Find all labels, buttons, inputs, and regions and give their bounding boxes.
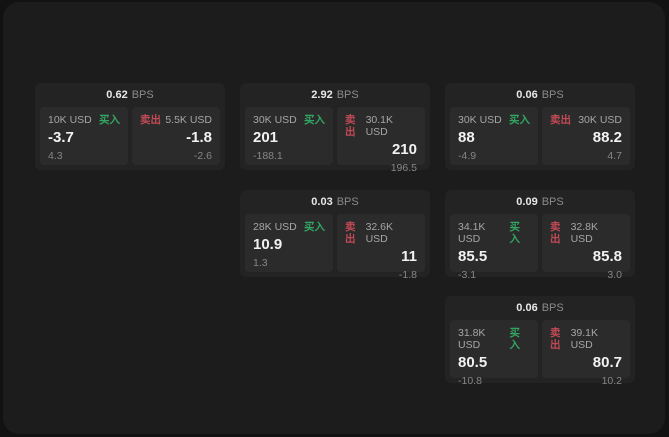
bps-unit-label: BPS xyxy=(541,302,564,314)
quote-card[interactable]: 0.06 BPS 31.8K USD 买入 80.5 -10.8 卖出 39.1… xyxy=(445,296,635,387)
bps-unit-label: BPS xyxy=(541,196,564,208)
sell-sub-value: 10.2 xyxy=(601,375,622,387)
buy-panel[interactable]: 10K USD 买入 -3.7 4.3 xyxy=(40,107,128,165)
sell-size-label: 30K USD xyxy=(578,114,622,126)
buy-sub-value: -4.9 xyxy=(458,150,477,162)
sell-sub-value: 3.0 xyxy=(607,269,622,281)
quote-card[interactable]: 0.09 BPS 34.1K USD 买入 85.5 -3.1 卖出 32.8K… xyxy=(445,190,635,281)
bps-header: 0.06 BPS xyxy=(445,83,635,107)
sell-value: 210 xyxy=(391,141,417,158)
buy-side-label: 买入 xyxy=(509,221,520,245)
bps-unit-label: BPS xyxy=(336,196,359,208)
bps-unit-label: BPS xyxy=(541,89,564,101)
sell-size-label: 30.1K USD xyxy=(365,114,394,138)
quote-card[interactable]: 2.92 BPS 30K USD 买入 201 -188.1 卖出 30.1K … xyxy=(240,83,430,174)
sell-value: 88.2 xyxy=(592,129,622,146)
sell-size-label: 39.1K USD xyxy=(570,327,599,351)
bps-header: 0.06 BPS xyxy=(445,296,635,320)
buy-panel[interactable]: 28K USD 买入 10.9 1.3 xyxy=(245,214,333,272)
bps-value: 0.06 xyxy=(516,302,538,314)
buy-size-label: 30K USD xyxy=(253,114,297,126)
buy-value: 10.9 xyxy=(253,236,283,253)
buy-side-label: 买入 xyxy=(509,327,520,351)
bps-header: 0.09 BPS xyxy=(445,190,635,214)
bps-value: 0.06 xyxy=(516,89,538,101)
sell-side-label: 卖出 xyxy=(550,114,571,126)
bps-value: 0.09 xyxy=(516,196,538,208)
sell-panel[interactable]: 卖出 39.1K USD 80.7 10.2 xyxy=(542,320,630,387)
buy-sub-value: -188.1 xyxy=(253,150,283,162)
sell-sub-value: -1.8 xyxy=(398,269,417,281)
bps-header: 2.92 BPS xyxy=(240,83,430,107)
buy-side-label: 买入 xyxy=(304,221,325,233)
sell-value: -1.8 xyxy=(186,129,212,146)
bps-header: 0.62 BPS xyxy=(35,83,225,107)
buy-panel[interactable]: 31.8K USD 买入 80.5 -10.8 xyxy=(450,320,538,387)
buy-value: 88 xyxy=(458,129,475,146)
bps-header: 0.03 BPS xyxy=(240,190,430,214)
sell-value: 80.7 xyxy=(592,354,622,371)
sell-sub-value: 4.7 xyxy=(607,150,622,162)
buy-sub-value: -3.1 xyxy=(458,269,477,281)
buy-panel[interactable]: 30K USD 买入 88 -4.9 xyxy=(450,107,538,165)
buy-sub-value: 4.3 xyxy=(48,150,63,162)
buy-side-label: 买入 xyxy=(509,114,530,126)
sell-value: 85.8 xyxy=(592,248,622,265)
sell-sub-value: -2.6 xyxy=(193,150,212,162)
bps-unit-label: BPS xyxy=(336,89,359,101)
sell-side-label: 卖出 xyxy=(550,221,561,245)
quote-card[interactable]: 0.06 BPS 30K USD 买入 88 -4.9 卖出 30K USD 8… xyxy=(445,83,635,170)
sell-side-label: 卖出 xyxy=(345,221,356,245)
buy-size-label: 34.1K USD xyxy=(458,221,486,245)
buy-sub-value: 1.3 xyxy=(253,257,268,269)
sell-side-label: 卖出 xyxy=(345,114,356,138)
sell-value: 11 xyxy=(401,248,417,265)
buy-size-label: 31.8K USD xyxy=(458,327,486,351)
buy-value: 80.5 xyxy=(458,354,488,371)
sell-size-label: 32.6K USD xyxy=(365,221,394,245)
quote-card[interactable]: 0.62 BPS 10K USD 买入 -3.7 4.3 卖出 5.5K USD… xyxy=(35,83,225,170)
bps-value: 2.92 xyxy=(311,89,333,101)
buy-sub-value: -10.8 xyxy=(458,375,482,387)
buy-size-label: 30K USD xyxy=(458,114,502,126)
sell-size-label: 5.5K USD xyxy=(165,114,212,126)
buy-side-label: 买入 xyxy=(304,114,325,126)
quote-card[interactable]: 0.03 BPS 28K USD 买入 10.9 1.3 卖出 32.6K US… xyxy=(240,190,430,281)
buy-panel[interactable]: 30K USD 买入 201 -188.1 xyxy=(245,107,333,165)
buy-value: 85.5 xyxy=(458,248,488,265)
bps-value: 0.62 xyxy=(106,89,128,101)
buy-panel[interactable]: 34.1K USD 买入 85.5 -3.1 xyxy=(450,214,538,281)
sell-side-label: 卖出 xyxy=(550,327,561,351)
buy-size-label: 10K USD xyxy=(48,114,92,126)
sell-panel[interactable]: 卖出 32.6K USD 11 -1.8 xyxy=(337,214,425,281)
buy-size-label: 28K USD xyxy=(253,221,297,233)
buy-side-label: 买入 xyxy=(99,114,120,126)
bps-value: 0.03 xyxy=(311,196,333,208)
bps-unit-label: BPS xyxy=(131,89,154,101)
sell-panel[interactable]: 卖出 32.8K USD 85.8 3.0 xyxy=(542,214,630,281)
sell-side-label: 卖出 xyxy=(140,114,161,126)
sell-size-label: 32.8K USD xyxy=(570,221,599,245)
sell-panel[interactable]: 卖出 30.1K USD 210 196.5 xyxy=(337,107,425,174)
buy-value: 201 xyxy=(253,129,279,146)
sell-panel[interactable]: 卖出 5.5K USD -1.8 -2.6 xyxy=(132,107,220,165)
sell-sub-value: 196.5 xyxy=(390,162,417,174)
buy-value: -3.7 xyxy=(48,129,74,146)
sell-panel[interactable]: 卖出 30K USD 88.2 4.7 xyxy=(542,107,630,165)
